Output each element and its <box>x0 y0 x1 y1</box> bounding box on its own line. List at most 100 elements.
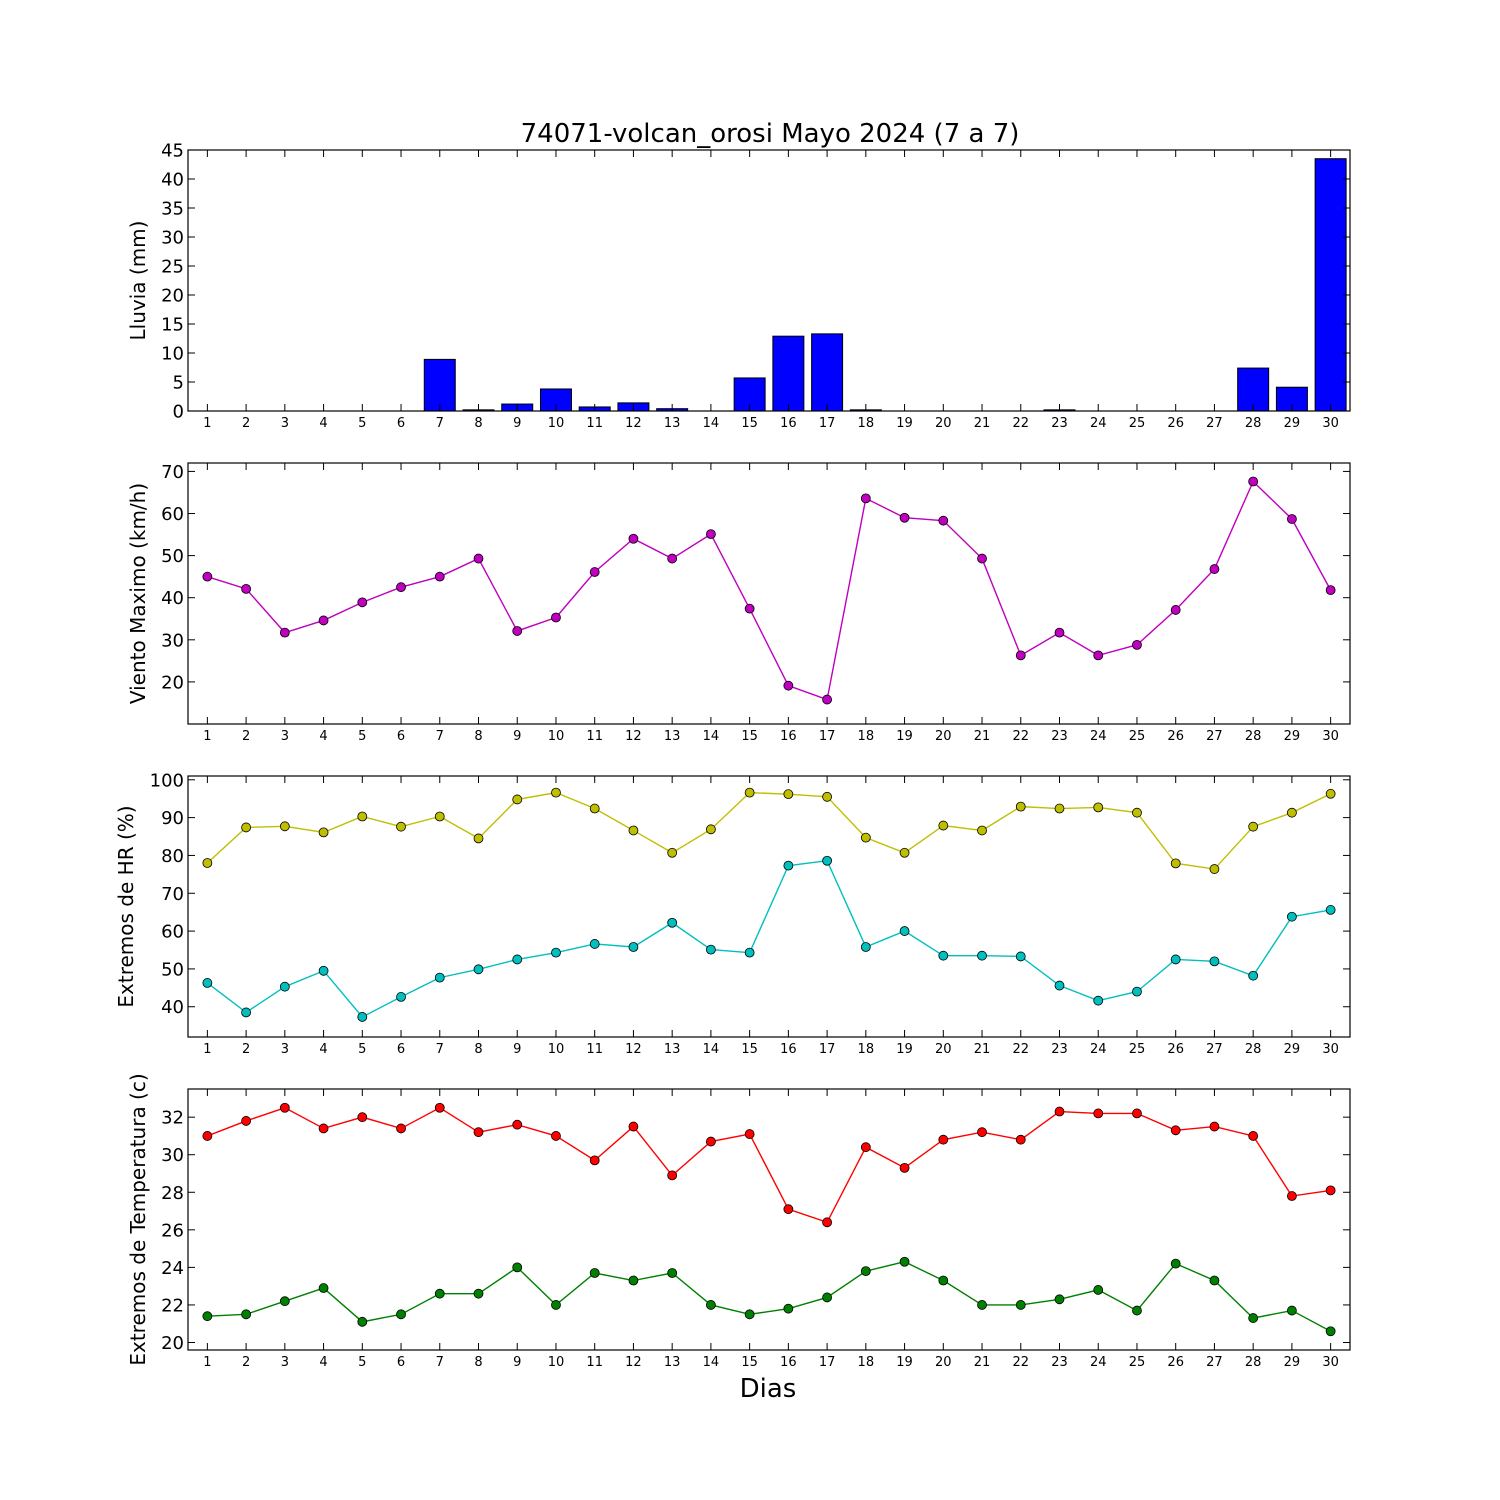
wind-max-point-day-25 <box>1132 639 1142 650</box>
temperature-ytick-label: 26 <box>161 1220 184 1241</box>
temp-min-point-day-16 <box>783 1303 794 1314</box>
hr-max-point-day-15 <box>744 787 755 798</box>
rain-xtick-label: 16 <box>780 416 797 431</box>
rain-xtick-label: 14 <box>703 416 720 431</box>
wind-xtick-label: 8 <box>474 729 482 744</box>
wind-max-point-day-21 <box>977 553 987 564</box>
temp-min-point-day-1 <box>202 1311 213 1322</box>
hr-max-point-day-1 <box>202 858 213 868</box>
humidity-xtick-label: 13 <box>664 1042 681 1057</box>
hr-max-point-day-10 <box>551 787 561 798</box>
temperature-xtick-label: 3 <box>281 1355 289 1370</box>
temp-min-point-day-9 <box>512 1262 523 1273</box>
temp-min-point-day-29 <box>1287 1305 1297 1316</box>
wind-ytick-label: 20 <box>161 672 184 693</box>
temp-max-point-day-3 <box>279 1102 290 1113</box>
rain-xtick-label: 18 <box>858 416 875 431</box>
wind-xtick-label: 30 <box>1322 729 1339 744</box>
rain-bar-day-16 <box>772 335 805 412</box>
temperature-xtick-label: 1 <box>203 1355 211 1370</box>
hr-min-point-day-17 <box>822 855 832 866</box>
humidity-xtick-label: 1 <box>203 1042 211 1057</box>
temp-max-point-day-18 <box>860 1142 871 1153</box>
wind-xtick-label: 15 <box>741 729 758 744</box>
hr-max-point-day-6 <box>396 821 406 832</box>
temperature-xtick-label: 25 <box>1129 1355 1146 1370</box>
rain-bar-day-30 <box>1314 158 1347 412</box>
hr-max-line <box>206 791 1331 870</box>
wind-xtick-label: 12 <box>625 729 642 744</box>
temp-min-point-day-3 <box>279 1296 290 1307</box>
wind-max-point-day-1 <box>202 571 213 582</box>
temperature-xtick-label: 30 <box>1322 1355 1339 1370</box>
wind-max-point-day-26 <box>1170 605 1181 615</box>
rain-xtick-label: 13 <box>664 416 681 431</box>
humidity-xtick-label: 27 <box>1206 1042 1223 1057</box>
temp-max-point-day-7 <box>434 1102 445 1113</box>
wind-xtick-label: 22 <box>1012 729 1029 744</box>
humidity-ytick-label: 100 <box>150 770 184 791</box>
temp-max-point-day-2 <box>241 1116 252 1126</box>
humidity-xtick-label: 18 <box>858 1042 875 1057</box>
wind-xtick-label: 14 <box>703 729 720 744</box>
temp-min-point-day-8 <box>473 1288 484 1299</box>
rain-xtick-label: 10 <box>548 416 565 431</box>
temperature-ytick-label: 28 <box>161 1183 184 1204</box>
temp-min-point-day-23 <box>1054 1294 1065 1305</box>
temperature-xtick-label: 26 <box>1167 1355 1184 1370</box>
rain-xtick-label: 2 <box>242 416 250 431</box>
temperature-xtick-label: 5 <box>358 1355 366 1370</box>
wind-xtick-label: 7 <box>436 729 444 744</box>
temp-max-point-day-4 <box>318 1123 329 1134</box>
hr-min-point-day-12 <box>628 942 639 952</box>
wind-xtick-label: 10 <box>548 729 565 744</box>
wind-max-point-day-30 <box>1325 585 1336 596</box>
wind-max-point-day-9 <box>512 626 523 636</box>
temperature-xtick-label: 18 <box>858 1355 875 1370</box>
hr-min-point-day-7 <box>434 972 445 983</box>
wind-max-point-day-4 <box>318 615 329 626</box>
temp-max-point-day-14 <box>706 1136 716 1147</box>
wind-max-point-day-24 <box>1093 650 1104 661</box>
rain-ytick-label: 0 <box>173 402 184 423</box>
hr-max-point-day-18 <box>860 832 871 843</box>
hr-max-point-day-22 <box>1015 801 1026 812</box>
rain-bar-day-7 <box>423 358 456 412</box>
humidity-xtick-label: 16 <box>780 1042 797 1057</box>
wind-max-point-day-27 <box>1209 564 1220 574</box>
hr-min-point-day-1 <box>202 978 213 988</box>
temp-min-point-day-15 <box>744 1309 755 1320</box>
temp-max-point-day-23 <box>1054 1106 1065 1117</box>
temp-min-point-day-18 <box>860 1266 871 1277</box>
temperature-xtick-label: 19 <box>896 1355 913 1370</box>
temp-min-point-day-25 <box>1132 1305 1142 1316</box>
wind-ytick-label: 60 <box>161 504 184 525</box>
humidity-xtick-label: 22 <box>1012 1042 1029 1057</box>
wind-xtick-label: 19 <box>896 729 913 744</box>
temp-max-point-day-20 <box>938 1134 949 1145</box>
hr-max-point-day-8 <box>473 833 484 844</box>
rain-xtick-label: 5 <box>358 416 366 431</box>
hr-max-point-day-12 <box>628 825 639 836</box>
hr-max-point-day-7 <box>434 811 445 822</box>
temp-max-point-day-30 <box>1325 1185 1336 1196</box>
temp-min-point-day-26 <box>1170 1258 1181 1269</box>
temp-max-point-day-9 <box>512 1119 523 1130</box>
temperature-xtick-label: 12 <box>625 1355 642 1370</box>
rain-xtick-label: 12 <box>625 416 642 431</box>
temp-max-point-day-22 <box>1015 1134 1026 1145</box>
temp-min-point-day-22 <box>1015 1300 1026 1310</box>
humidity-xtick-label: 15 <box>741 1042 758 1057</box>
temp-max-point-day-16 <box>783 1204 794 1215</box>
temperature-xtick-label: 9 <box>513 1355 521 1370</box>
temperature-xtick-label: 23 <box>1051 1355 1068 1370</box>
rain-xtick-label: 4 <box>319 416 327 431</box>
hr-min-point-day-24 <box>1093 995 1104 1006</box>
hr-min-point-day-5 <box>357 1012 368 1022</box>
temp-max-point-day-25 <box>1132 1108 1142 1119</box>
humidity-ytick-label: 60 <box>161 922 184 943</box>
wind-max-point-day-8 <box>473 553 484 564</box>
wind-max-point-day-10 <box>551 612 561 623</box>
hr-min-point-day-3 <box>279 981 290 992</box>
